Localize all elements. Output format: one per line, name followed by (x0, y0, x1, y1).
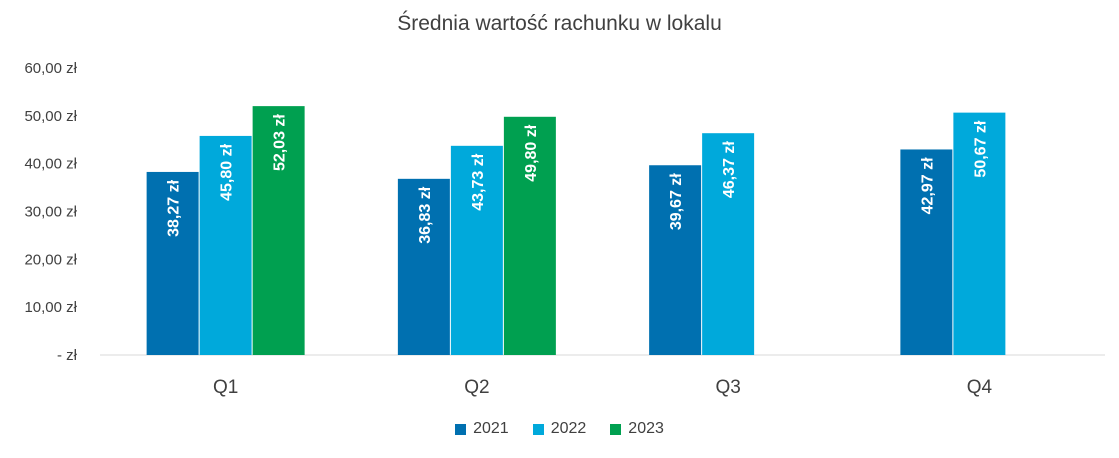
data-label: 38,27 zł (166, 179, 183, 236)
bar-2021-Q3 (649, 165, 702, 355)
legend-swatch (455, 423, 467, 435)
y-tick-label: 20,00 zł (24, 251, 77, 268)
y-tick-label: 30,00 zł (24, 204, 77, 221)
legend-item-2021: 2021 (455, 420, 509, 438)
legend-item-2022: 2022 (532, 420, 587, 438)
bar-2023-Q2 (503, 116, 556, 355)
y-tick-label: 60,00 zł (24, 60, 77, 77)
bar-2021-Q2 (397, 178, 450, 355)
legend: 2021 2022 2023 (0, 420, 1119, 438)
data-label: 36,83 zł (417, 186, 434, 243)
legend-label: 2022 (550, 420, 587, 437)
bar-2022-Q2 (450, 145, 503, 355)
data-label: 43,73 zł (470, 153, 487, 210)
legend-label: 2023 (628, 420, 664, 437)
y-axis: - zł 10,00 zł 20,00 zł 30,00 zł 40,00 zł 50,0… (24, 60, 77, 364)
bars-group: 38,27 zł 45,80 zł 52,03 zł 36,83 zł 43,73 zł… (146, 106, 1006, 355)
legend-item-2023: 2023 (610, 420, 664, 438)
y-tick-label: 40,00 zł (24, 156, 77, 173)
x-tick-label: Q4 (967, 377, 993, 398)
bar-2021-Q1 (146, 171, 199, 355)
data-label: 45,80 zł (219, 143, 236, 200)
y-tick-label: 50,00 zł (24, 108, 77, 125)
chart-title: Średnia wartość rachunku w lokalu (397, 12, 722, 35)
x-tick-label: Q2 (464, 377, 489, 398)
bar-2023-Q1 (252, 106, 305, 355)
data-label: 50,67 zł (972, 120, 989, 177)
x-tick-label: Q3 (715, 377, 740, 398)
x-tick-label: Q1 (213, 377, 238, 398)
bar-2022-Q1 (199, 135, 252, 355)
bar-2021-Q4 (900, 149, 953, 355)
data-label: 49,80 zł (523, 124, 540, 181)
legend-swatch (532, 423, 544, 435)
legend-swatch (610, 423, 622, 435)
legend-label: 2021 (473, 420, 509, 437)
y-tick-label: - zł (57, 347, 78, 364)
data-label: 42,97 zł (919, 157, 936, 214)
data-label: 46,37 zł (721, 141, 738, 198)
bar-2022-Q3 (702, 133, 755, 355)
bar-2022-Q4 (953, 112, 1006, 355)
y-tick-label: 10,00 zł (24, 299, 77, 316)
x-axis: Q1 Q2 Q3 Q4 (213, 377, 993, 398)
data-label: 39,67 zł (668, 173, 685, 230)
data-label: 52,03 zł (272, 114, 289, 171)
